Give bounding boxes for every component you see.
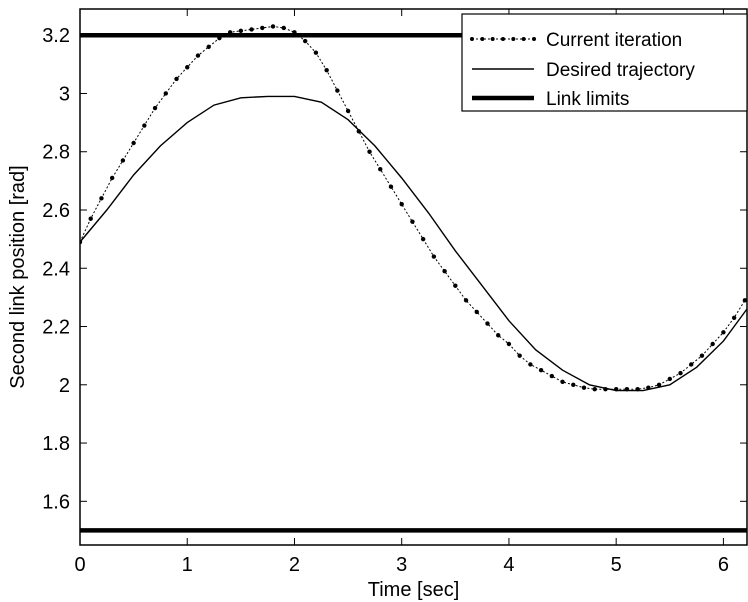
current-iteration-point bbox=[335, 88, 340, 93]
current-iteration-point bbox=[131, 140, 136, 146]
x-tick-label: 6 bbox=[718, 554, 729, 576]
current-iteration-point bbox=[345, 108, 351, 114]
current-iteration-point bbox=[603, 386, 608, 392]
current-iteration-point bbox=[528, 362, 533, 367]
current-iteration-point bbox=[699, 353, 705, 358]
legend-swatch-marker bbox=[490, 37, 495, 41]
current-iteration-point bbox=[731, 315, 737, 320]
current-iteration-point bbox=[560, 379, 565, 385]
current-iteration-point bbox=[656, 382, 662, 387]
current-iteration-point bbox=[399, 201, 404, 207]
legend: Current iteration Desired trajectory Link … bbox=[461, 13, 748, 112]
current-iteration-point bbox=[613, 386, 619, 392]
current-iteration-point bbox=[313, 50, 319, 55]
current-iteration-point bbox=[120, 158, 126, 163]
current-iteration-point bbox=[496, 333, 501, 338]
legend-entry-desired-trajectory: Desired trajectory bbox=[546, 60, 695, 81]
current-iteration-point bbox=[378, 167, 383, 172]
current-iteration-point bbox=[410, 219, 415, 224]
current-iteration-point bbox=[431, 254, 437, 259]
current-iteration-point bbox=[99, 196, 104, 201]
current-iteration-point bbox=[302, 38, 308, 44]
current-iteration-point bbox=[517, 353, 522, 358]
legend-entry-current-iteration: Current iteration bbox=[546, 30, 682, 51]
current-iteration-point bbox=[721, 330, 726, 335]
current-iteration-point bbox=[260, 25, 265, 31]
current-iteration-point bbox=[195, 53, 201, 58]
y-axis-label: Second link position [rad] bbox=[7, 165, 29, 388]
current-iteration-point bbox=[281, 25, 286, 31]
plot-frame bbox=[79, 8, 748, 546]
current-iteration-point bbox=[206, 44, 211, 50]
legend-entry-link-limits: Link limits bbox=[546, 89, 629, 110]
current-iteration-point bbox=[635, 386, 640, 392]
legend-swatch-marker bbox=[470, 37, 474, 41]
current-iteration-point bbox=[174, 76, 179, 82]
current-iteration-point bbox=[646, 385, 651, 390]
current-iteration-point bbox=[571, 382, 576, 387]
current-iteration-point bbox=[710, 341, 715, 347]
current-iteration-point bbox=[667, 376, 672, 382]
current-iteration-point bbox=[356, 129, 362, 134]
current-iteration-point bbox=[270, 24, 276, 29]
x-tick-label: 2 bbox=[289, 554, 300, 576]
current-iteration-point bbox=[367, 149, 372, 154]
x-tick-label: 1 bbox=[182, 554, 193, 576]
current-iteration-point bbox=[292, 30, 297, 35]
current-iteration-point bbox=[474, 309, 479, 315]
current-iteration-point bbox=[485, 321, 490, 326]
legend-swatch-marker bbox=[511, 37, 516, 41]
current-iteration-point bbox=[217, 35, 222, 41]
current-iteration-point bbox=[453, 283, 458, 288]
legend-swatch-marker bbox=[521, 37, 526, 41]
legend-box bbox=[461, 13, 748, 112]
current-iteration-point bbox=[506, 341, 512, 347]
current-iteration-point bbox=[238, 28, 244, 34]
current-iteration-point bbox=[249, 27, 254, 32]
y-tick-label: 2.6 bbox=[42, 200, 70, 222]
series-layer bbox=[80, 24, 747, 533]
legend-swatch-marker bbox=[532, 37, 536, 41]
series-desired-trajectory bbox=[80, 95, 747, 392]
y-tick-label: 2.8 bbox=[42, 142, 70, 164]
y-tick-label: 3 bbox=[59, 83, 70, 105]
current-iteration-point bbox=[742, 298, 747, 303]
x-tick-label: 4 bbox=[503, 554, 514, 576]
current-iteration-point bbox=[624, 386, 630, 392]
current-iteration-point bbox=[142, 123, 147, 128]
x-axis-label: Time [sec] bbox=[368, 579, 460, 601]
x-tick-label: 5 bbox=[611, 554, 622, 576]
current-iteration-point bbox=[80, 239, 83, 245]
current-iteration-point bbox=[185, 65, 190, 70]
current-iteration-point bbox=[463, 298, 469, 303]
current-iteration-point bbox=[689, 362, 694, 367]
legend-swatch-marker bbox=[501, 37, 505, 41]
x-tick-label: 3 bbox=[396, 554, 407, 576]
current-iteration-point bbox=[442, 268, 447, 274]
current-iteration-point bbox=[152, 105, 158, 111]
x-tick-label: 0 bbox=[74, 554, 85, 576]
current-iteration-point bbox=[227, 30, 233, 35]
current-iteration-point bbox=[388, 184, 394, 189]
y-tick-label: 1.6 bbox=[42, 491, 70, 513]
y-tick-label: 2 bbox=[59, 375, 70, 397]
legend-swatch-marker bbox=[480, 37, 485, 41]
y-tick-label: 2.2 bbox=[42, 317, 70, 339]
current-iteration-point bbox=[163, 91, 168, 96]
current-iteration-point bbox=[581, 385, 587, 390]
current-iteration-point bbox=[538, 368, 544, 373]
current-iteration-point bbox=[88, 216, 93, 221]
current-iteration-point bbox=[324, 67, 329, 73]
current-iteration-point bbox=[109, 175, 115, 181]
y-tick-label: 1.8 bbox=[42, 433, 70, 455]
y-tick-label: 3.2 bbox=[42, 25, 70, 47]
y-tick-label: 2.4 bbox=[42, 258, 70, 280]
current-iteration-point bbox=[549, 373, 555, 379]
current-iteration-point bbox=[420, 236, 426, 242]
plot-axes: 0 1 2 3 4 5 6 1.6 1.8 2 2.2 2.4 2.6 2.8 3 3.2 bbox=[42, 8, 748, 576]
current-iteration-point bbox=[592, 386, 597, 392]
current-iteration-point bbox=[678, 370, 683, 376]
